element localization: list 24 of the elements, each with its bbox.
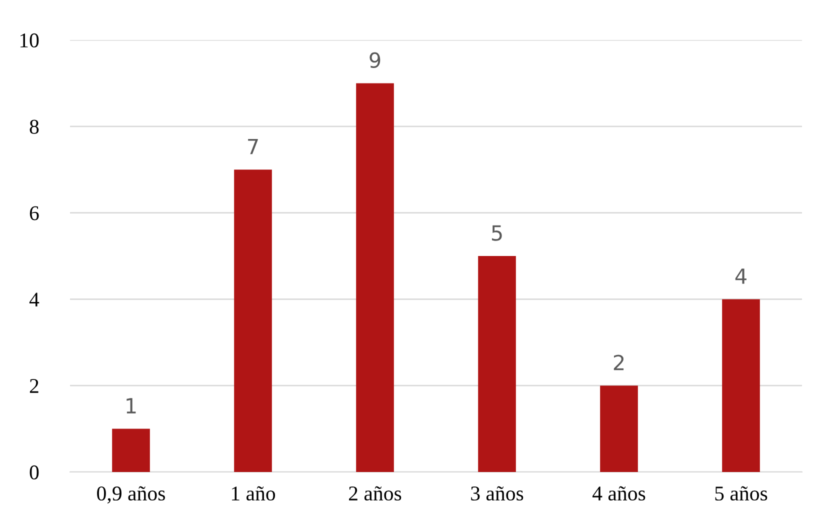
y-tick-label: 8 <box>30 120 39 134</box>
x-tick-label: 0,9 años <box>97 486 165 504</box>
bar <box>722 299 760 472</box>
bar <box>234 170 272 472</box>
bar <box>356 83 394 472</box>
data-label: 7 <box>248 138 258 154</box>
y-tick-label: 4 <box>29 292 40 306</box>
data-label: 5 <box>492 225 502 241</box>
y-tick-label: 6 <box>30 206 39 220</box>
x-tick-label: 2 años <box>349 486 402 501</box>
bar <box>112 428 150 472</box>
data-label: 2 <box>614 354 624 370</box>
data-label: 4 <box>735 268 746 284</box>
y-tick-label: 10 <box>20 33 39 48</box>
x-tick-label: 4 años <box>592 486 646 501</box>
y-tick-label: 0 <box>30 465 39 480</box>
data-label: 1 <box>126 398 136 414</box>
y-tick-label: 2 <box>30 379 38 393</box>
x-tick-label: 1 año <box>232 486 276 501</box>
x-tick-label: 5 años <box>715 486 768 501</box>
x-tick-label: 3 años <box>471 486 524 501</box>
bar <box>600 386 638 472</box>
data-label: 9 <box>370 52 380 68</box>
bar <box>478 256 516 472</box>
